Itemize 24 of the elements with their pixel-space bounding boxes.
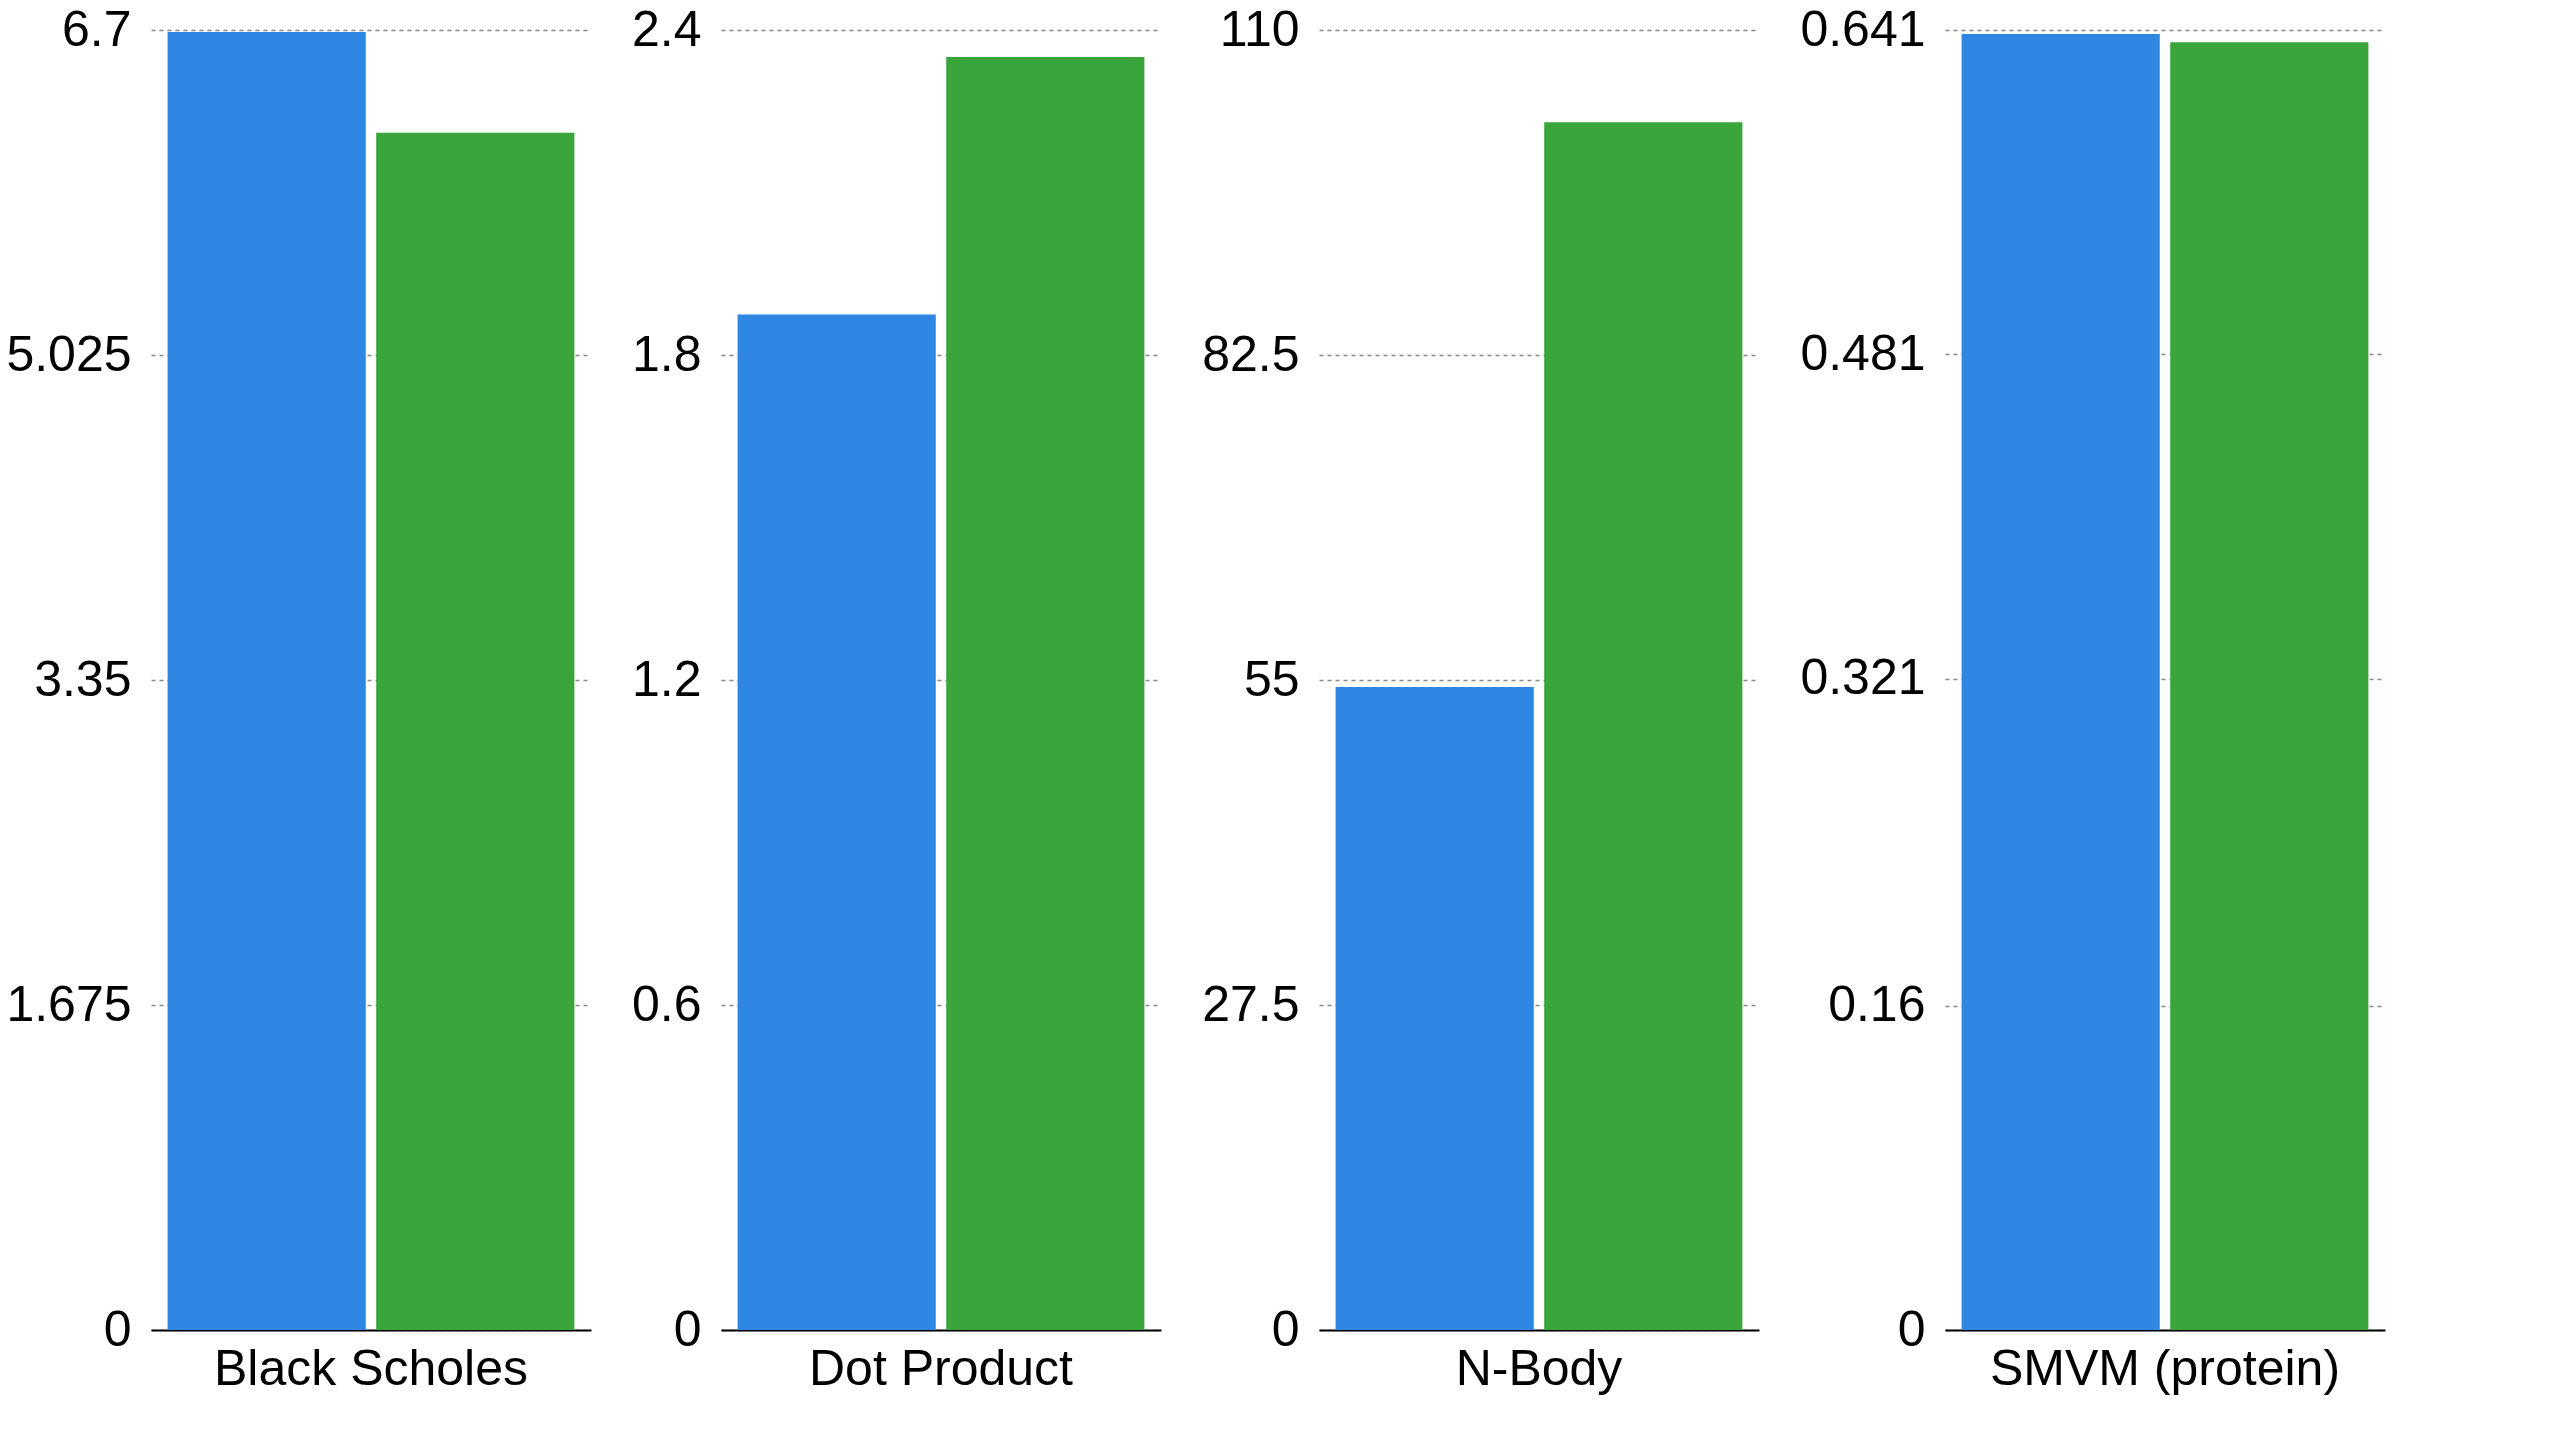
y-tick-label: 0.641 — [1800, 0, 1926, 57]
y-tick-label: 0 — [673, 1300, 702, 1357]
y-tick-label: 0 — [1897, 1300, 1926, 1357]
y-tick-label: 55 — [1243, 650, 1300, 707]
x-tick-label: Dot Product — [808, 1339, 1074, 1396]
y-tick-label: 1.2 — [631, 650, 702, 707]
y-tick-label: 27.5 — [1202, 975, 1300, 1032]
y-tick-label: 0.6 — [631, 975, 702, 1032]
y-tick-label: 3.35 — [34, 650, 132, 707]
y-tick-label: 2.4 — [631, 0, 702, 57]
y-tick-label: 0.321 — [1800, 649, 1926, 706]
y-tick-label: 0 — [1271, 1300, 1300, 1357]
x-tick-label: Black Scholes — [213, 1339, 529, 1396]
y-tick-label: 1.8 — [631, 325, 702, 382]
y-tick-label: 110 — [1219, 0, 1300, 57]
y-tick-label: 6.7 — [61, 0, 132, 57]
y-tick-label: 0.481 — [1800, 324, 1926, 381]
x-tick-label: SMVM (protein) — [1989, 1339, 2341, 1396]
y-tick-label: 0.16 — [1828, 976, 1926, 1033]
y-tick-label: 5.025 — [6, 325, 132, 382]
x-tick-label: N-Body — [1455, 1339, 1623, 1396]
y-tick-label: 1.675 — [6, 975, 132, 1032]
y-tick-label: 82.5 — [1202, 325, 1300, 382]
y-tick-label: 0 — [103, 1300, 132, 1357]
